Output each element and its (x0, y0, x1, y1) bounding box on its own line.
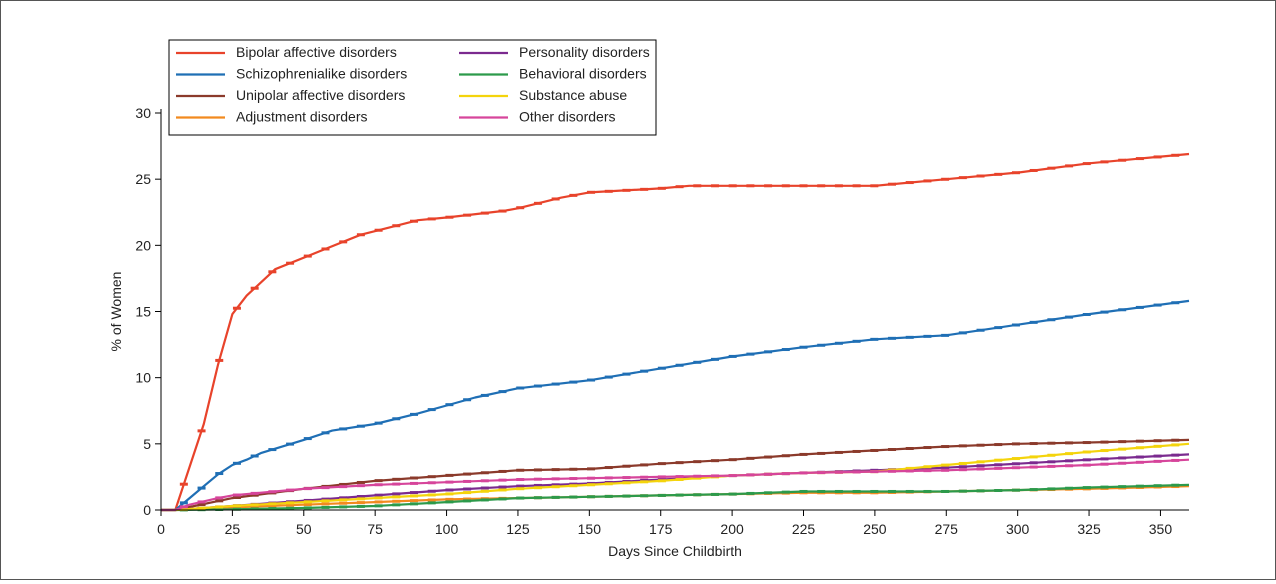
series-bipolar-affective-disorders (161, 152, 1190, 512)
legend-label: Personality disorders (519, 44, 650, 60)
y-tick-label: 0 (143, 502, 151, 518)
y-tick-label: 15 (135, 304, 151, 320)
x-tick-label: 300 (1006, 521, 1030, 537)
x-tick-label: 200 (720, 521, 744, 537)
x-tick-label: 100 (435, 521, 459, 537)
series-schizophrenialike-disorders (161, 299, 1190, 512)
x-tick-label: 50 (296, 521, 312, 537)
x-tick-label: 0 (157, 521, 165, 537)
y-tick-label: 20 (135, 237, 151, 253)
y-axis-label: % of Women (108, 272, 124, 352)
legend-box (168, 39, 657, 136)
x-tick-label: 125 (506, 521, 530, 537)
x-tick-label: 325 (1077, 521, 1101, 537)
legend-label: Bipolar affective disorders (236, 44, 397, 60)
x-tick-label: 225 (792, 521, 816, 537)
legend-label: Adjustment disorders (236, 109, 368, 125)
y-tick-label: 5 (143, 436, 151, 452)
legend-label: Substance abuse (519, 87, 627, 103)
x-tick-label: 175 (649, 521, 673, 537)
y-tick-label: 25 (135, 171, 151, 187)
x-axis-label: Days Since Childbirth (608, 543, 742, 559)
series-layer (161, 152, 1190, 512)
legend-label: Unipolar affective disorders (236, 87, 405, 103)
x-tick-label: 150 (578, 521, 602, 537)
x-tick-label: 75 (367, 521, 383, 537)
series-line-bipolar-affective-disorders (161, 152, 1190, 512)
x-tick-label: 275 (935, 521, 959, 537)
legend-label: Behavioral disorders (519, 66, 647, 82)
legend-label: Other disorders (519, 109, 615, 125)
legend: Bipolar affective disorders Schizophrenia… (168, 39, 657, 136)
legend-label: Schizophrenialike disorders (236, 66, 407, 82)
x-tick-label: 350 (1149, 521, 1173, 537)
x-tick-label: 250 (863, 521, 887, 537)
y-tick-label: 30 (135, 105, 151, 121)
x-tick-label: 25 (225, 521, 241, 537)
series-other-disorders (161, 458, 1190, 512)
y-tick-label: 10 (135, 370, 151, 386)
